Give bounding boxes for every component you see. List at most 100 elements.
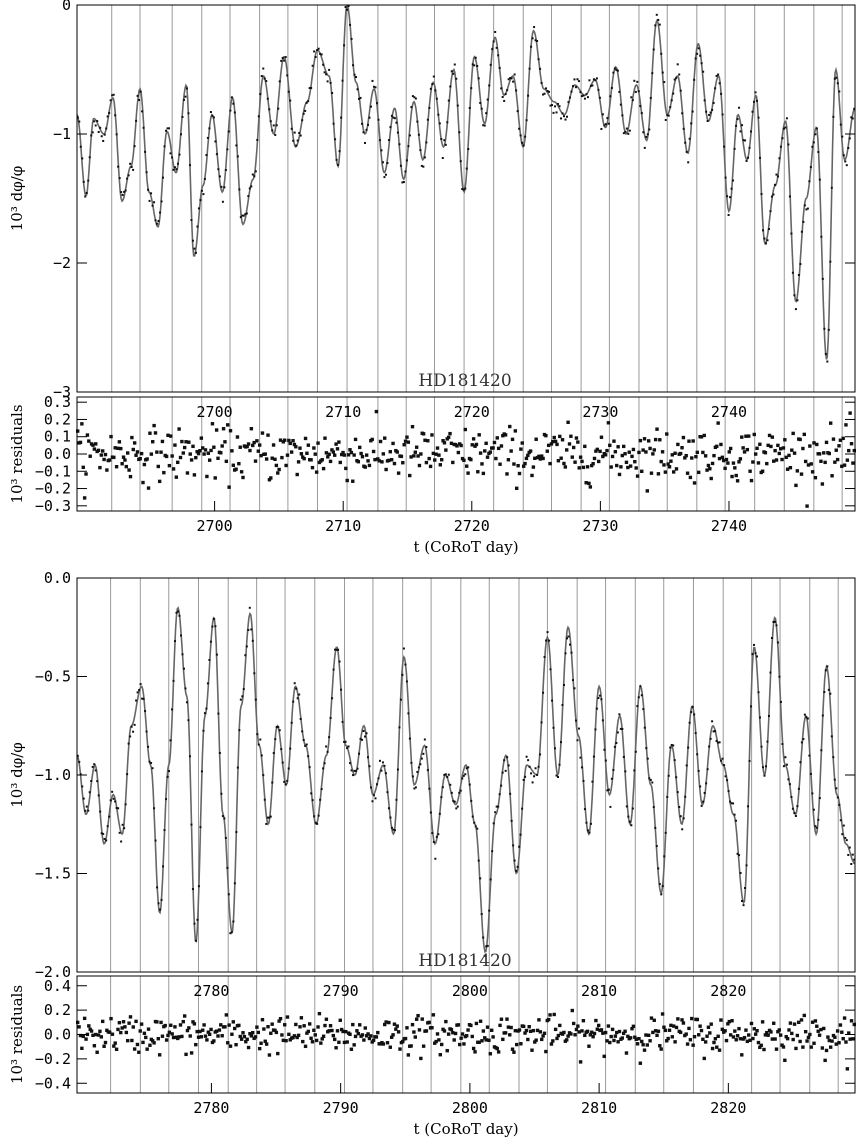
data-point <box>199 199 202 202</box>
x-tick-label-inner: 2720 <box>454 403 490 421</box>
data-point <box>444 773 447 776</box>
residual-point <box>401 461 405 465</box>
residual-point <box>303 436 308 441</box>
data-point <box>431 832 434 835</box>
data-point <box>483 954 486 957</box>
residual-point <box>767 433 772 438</box>
data-point <box>476 64 479 67</box>
data-point <box>565 115 568 118</box>
data-point <box>224 168 227 171</box>
residual-point <box>282 1023 287 1027</box>
data-point <box>492 40 495 43</box>
y-tick-label: 0.3 <box>44 393 71 411</box>
residual-point <box>167 463 172 468</box>
data-point <box>269 120 272 123</box>
residual-point <box>227 1023 231 1027</box>
data-point <box>139 90 142 93</box>
residual-point <box>778 1033 783 1037</box>
data-point <box>533 775 536 778</box>
data-point <box>244 654 247 657</box>
residual-point <box>78 440 83 445</box>
residual-point <box>649 1016 654 1020</box>
residual-point <box>260 1018 265 1022</box>
data-point <box>150 762 153 765</box>
residual-point <box>389 1035 394 1039</box>
residual-point <box>474 442 479 447</box>
data-point <box>549 668 552 671</box>
residual-point <box>712 453 716 458</box>
data-point <box>570 651 573 654</box>
residual-point <box>799 1018 804 1022</box>
residual-point <box>112 455 116 460</box>
residual-point <box>138 456 142 461</box>
data-point <box>591 780 594 783</box>
data-point <box>461 187 464 190</box>
residual-point <box>823 460 827 465</box>
residual-point <box>641 448 645 452</box>
residual-point <box>505 472 509 476</box>
residual-point <box>565 1038 569 1042</box>
data-point <box>648 777 651 780</box>
residual-point <box>134 453 138 457</box>
data-point <box>681 828 684 831</box>
data-point <box>179 634 182 637</box>
residual-point <box>341 450 345 455</box>
data-point <box>308 87 311 90</box>
residual-point <box>462 1042 466 1046</box>
data-point <box>118 831 121 834</box>
data-point <box>423 738 426 741</box>
residual-point <box>381 1042 386 1046</box>
data-point <box>770 637 773 640</box>
residual-point <box>641 1043 645 1047</box>
data-point <box>265 80 268 83</box>
data-point <box>522 144 525 147</box>
residual-point <box>803 1029 808 1034</box>
x-tick-label: 2740 <box>711 517 747 535</box>
data-point <box>341 720 344 723</box>
data-point <box>278 80 281 83</box>
data-point <box>452 72 455 75</box>
data-point <box>826 360 829 363</box>
data-point <box>290 127 293 130</box>
data-point <box>848 137 851 140</box>
data-point <box>431 83 434 86</box>
data-point <box>302 112 305 115</box>
x-tick-label: 2710 <box>325 517 361 535</box>
data-point <box>381 761 384 764</box>
data-point <box>399 698 402 701</box>
data-point <box>848 846 851 849</box>
residual-point <box>751 460 755 464</box>
residual-point <box>546 1017 551 1022</box>
residual-point <box>541 1034 545 1038</box>
data-point <box>838 90 841 93</box>
data-point <box>543 655 546 658</box>
residual-point <box>484 1038 488 1042</box>
residual-point <box>194 455 198 460</box>
data-point <box>583 97 586 100</box>
data-point <box>165 129 168 132</box>
residual-point <box>198 449 202 453</box>
data-point <box>723 764 726 767</box>
residual-point <box>462 458 466 462</box>
residual-point <box>75 429 80 433</box>
residual-point <box>608 443 612 448</box>
residual-point <box>284 1039 288 1043</box>
residual-point <box>182 445 187 450</box>
residual-point <box>427 1020 431 1025</box>
data-point <box>332 668 335 671</box>
residual-point <box>849 1019 854 1023</box>
data-point <box>604 759 607 762</box>
residual-point <box>553 439 558 444</box>
residual-point <box>585 1029 590 1034</box>
data-point <box>488 84 491 87</box>
data-point <box>782 127 785 130</box>
residual-point <box>585 465 590 469</box>
data-point <box>435 97 438 100</box>
residual-point <box>235 435 240 439</box>
residual-point <box>399 454 404 459</box>
data-point <box>120 191 123 194</box>
residual-point <box>576 440 580 444</box>
residual-point <box>705 1034 709 1038</box>
residual-point <box>434 452 438 456</box>
data-point <box>824 352 827 355</box>
